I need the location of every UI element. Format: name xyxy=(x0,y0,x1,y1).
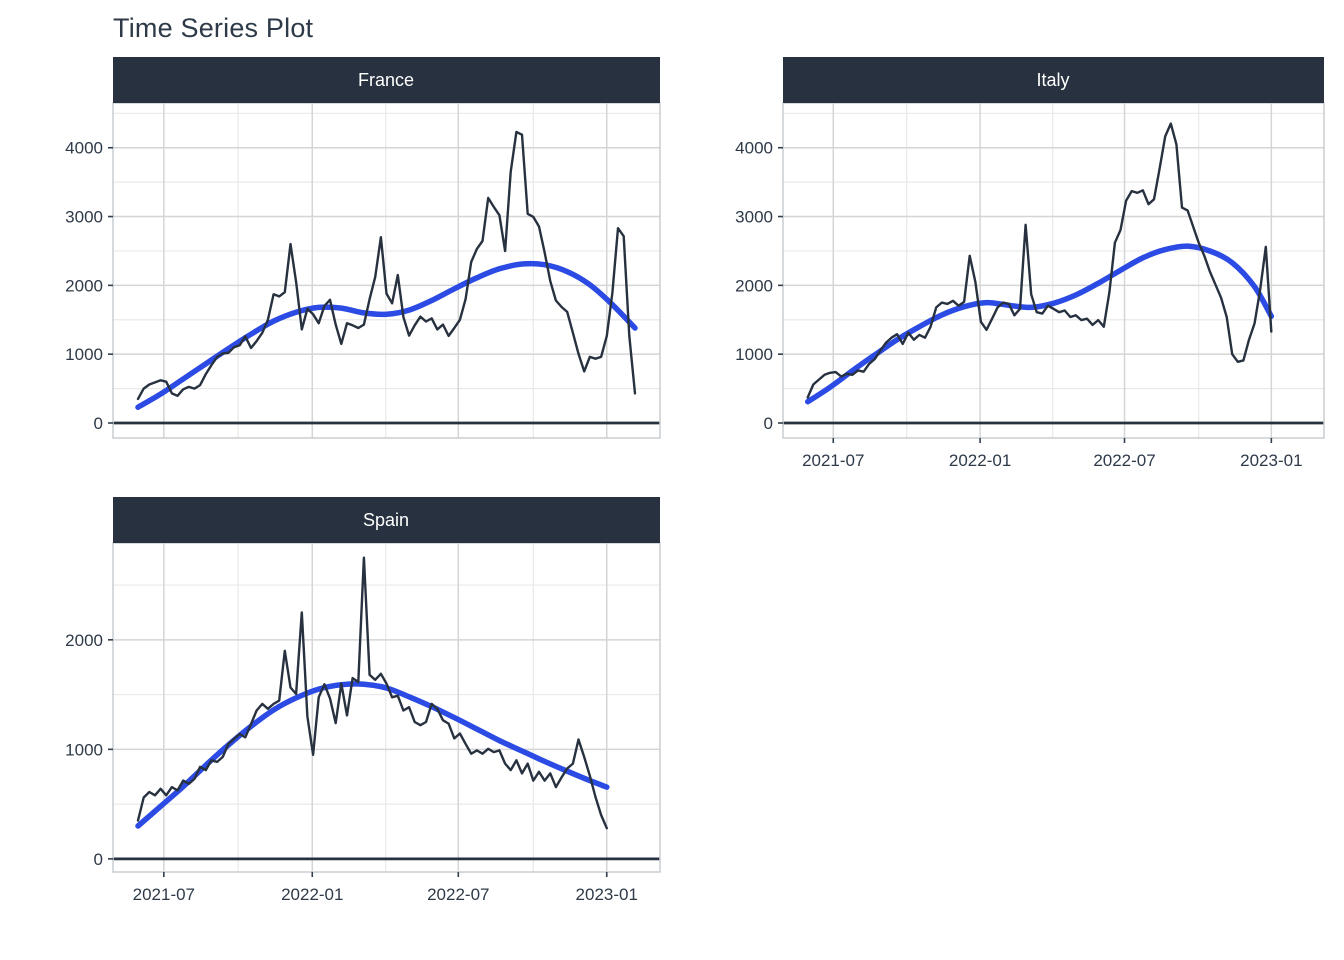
observed-line xyxy=(136,130,637,401)
facet-strip-italy xyxy=(783,57,1324,103)
y-tick-label: 0 xyxy=(764,414,773,433)
facet-france: France 0 1000 2000 3000 4000 xyxy=(65,57,661,439)
x-tick-label: 2023-01 xyxy=(576,885,638,904)
y-tick-label: 3000 xyxy=(65,208,103,227)
x-tick-label: 2021-07 xyxy=(133,885,195,904)
y-tick-label: 2000 xyxy=(65,631,103,650)
x-tick-label: 2021-07 xyxy=(802,451,864,470)
y-tick-label: 1000 xyxy=(735,345,773,364)
x-tick-label: 2022-01 xyxy=(281,885,343,904)
facet-strip-label: Spain xyxy=(363,510,409,530)
y-tick-label: 2000 xyxy=(65,276,103,295)
panel-border xyxy=(112,542,661,873)
y-tick-label: 0 xyxy=(94,414,103,433)
x-tick-label: 2022-01 xyxy=(949,451,1011,470)
y-tick-label: 4000 xyxy=(735,139,773,158)
observed-line xyxy=(806,122,1273,399)
y-tick-label: 4000 xyxy=(65,139,103,158)
y-tick-label: 1000 xyxy=(65,740,103,759)
y-tick-label: 2000 xyxy=(735,276,773,295)
facet-spain: Spain 0 1000 2000 2021-07 2022-01 2022-07 2023… xyxy=(65,497,661,904)
smooth-trend-line xyxy=(804,243,1275,405)
x-tick-label: 2023-01 xyxy=(1240,451,1302,470)
facet-strip-france xyxy=(113,57,660,103)
observed-line xyxy=(136,556,608,830)
facet-strip-spain xyxy=(113,497,660,543)
facet-strip-label: France xyxy=(358,70,414,90)
y-tick-label: 0 xyxy=(94,850,103,869)
x-tick-label: 2022-07 xyxy=(1093,451,1155,470)
y-tick-label: 1000 xyxy=(65,345,103,364)
plot-title: Time Series Plot xyxy=(113,13,314,43)
facet-strip-label: Italy xyxy=(1036,70,1069,90)
facet-italy: Italy 0 1000 2000 3000 4000 2021-07 2022-01 202… xyxy=(735,57,1325,470)
x-tick-label: 2022-07 xyxy=(427,885,489,904)
smooth-trend-line xyxy=(135,681,610,829)
y-tick-label: 3000 xyxy=(735,208,773,227)
